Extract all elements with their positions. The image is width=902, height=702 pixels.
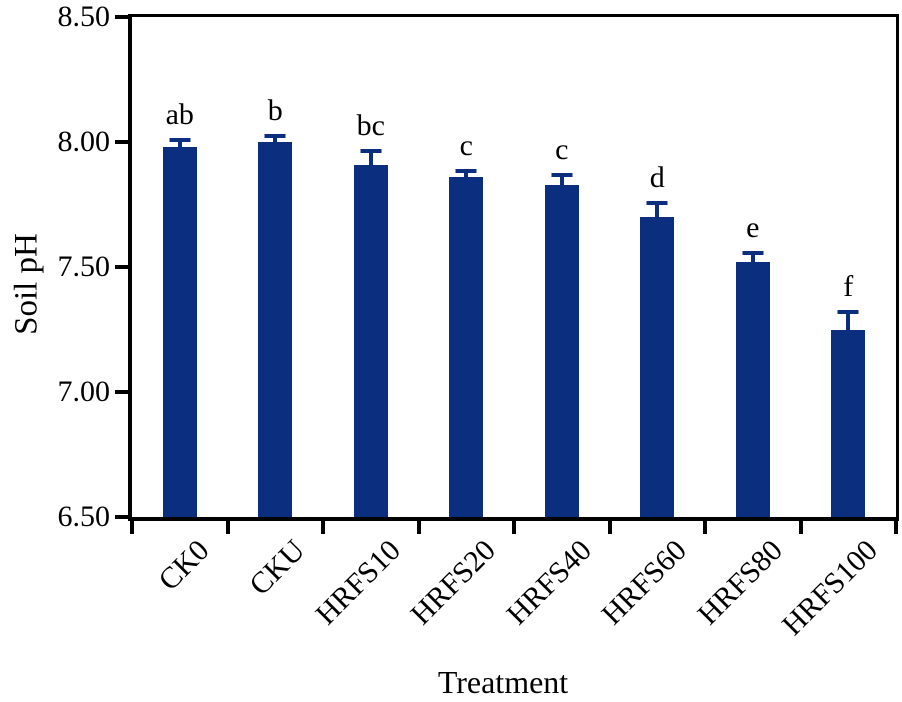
x-tick-label: CK0 <box>152 533 216 598</box>
x-tick-label: HRFS40 <box>500 533 598 632</box>
bar <box>831 329 866 517</box>
y-axis-tick <box>115 515 128 519</box>
x-axis-tick <box>512 521 516 534</box>
sig-letter: bc <box>356 108 385 142</box>
bar <box>162 147 197 517</box>
x-tick-label: HRFS20 <box>404 533 503 632</box>
x-axis-tick <box>607 521 612 534</box>
error-bar-stem <box>655 203 660 217</box>
x-axis-tick <box>225 521 230 534</box>
y-tick-label: 8.00 <box>57 125 111 158</box>
x-tick-label: CKU <box>243 533 312 602</box>
bar <box>258 142 293 517</box>
x-tick-label: HRFS100 <box>775 533 885 642</box>
bar <box>735 262 770 517</box>
error-bar-cap <box>455 168 477 173</box>
y-tick-label: 7.50 <box>57 250 111 283</box>
sig-letter: b <box>267 93 283 127</box>
x-tick-label: HRFS60 <box>595 533 694 632</box>
error-bar-cap <box>360 148 382 153</box>
error-bar-stem <box>750 253 755 262</box>
error-bar-cap <box>646 201 668 206</box>
y-axis-tick <box>115 140 128 144</box>
error-bar-stem <box>846 312 851 330</box>
x-axis-tick <box>130 521 134 534</box>
error-bar-stem <box>559 174 564 185</box>
error-bar-cap <box>264 133 286 138</box>
y-axis-tick <box>115 390 128 394</box>
x-axis-title: Treatment <box>437 664 569 700</box>
sig-letter: c <box>555 132 569 166</box>
x-axis-tick <box>798 521 803 534</box>
x-axis-tick <box>703 521 707 534</box>
bar <box>449 177 484 517</box>
sig-letter: f <box>843 270 854 303</box>
y-tick-label: 7.00 <box>57 375 111 408</box>
error-bar-cap <box>551 172 573 177</box>
x-axis-tick <box>416 521 421 534</box>
error-bar-cap <box>742 251 764 256</box>
sig-letter: ab <box>165 97 194 131</box>
sig-letter: d <box>649 161 665 195</box>
error-bar-stem <box>273 135 278 142</box>
plot-area: 8.50 8.00 7.50 7.00 6.50 ab CK0 b CKU bc HRFS10 c HR… <box>58 2 899 642</box>
y-axis-tick <box>115 15 128 19</box>
x-axis-tick <box>321 521 325 534</box>
bar <box>353 164 388 517</box>
error-bar-stem <box>177 139 182 147</box>
x-tick-label: HRFS10 <box>309 533 407 632</box>
sig-letter: e <box>746 211 760 245</box>
x-tick-label: HRFS80 <box>691 533 789 632</box>
error-bar-cap <box>837 310 859 314</box>
bar <box>544 184 579 517</box>
error-bar-stem <box>464 170 469 177</box>
x-axis-tick <box>894 521 898 534</box>
bar <box>640 217 675 517</box>
y-axis-tick <box>115 265 128 269</box>
y-axis-title: Soil pH <box>8 233 45 335</box>
sig-letter: c <box>459 128 473 162</box>
error-bar-cap <box>169 137 191 142</box>
y-tick-label: 8.50 <box>57 0 111 33</box>
y-tick-label: 6.50 <box>57 500 111 533</box>
error-bar-stem <box>368 150 373 165</box>
